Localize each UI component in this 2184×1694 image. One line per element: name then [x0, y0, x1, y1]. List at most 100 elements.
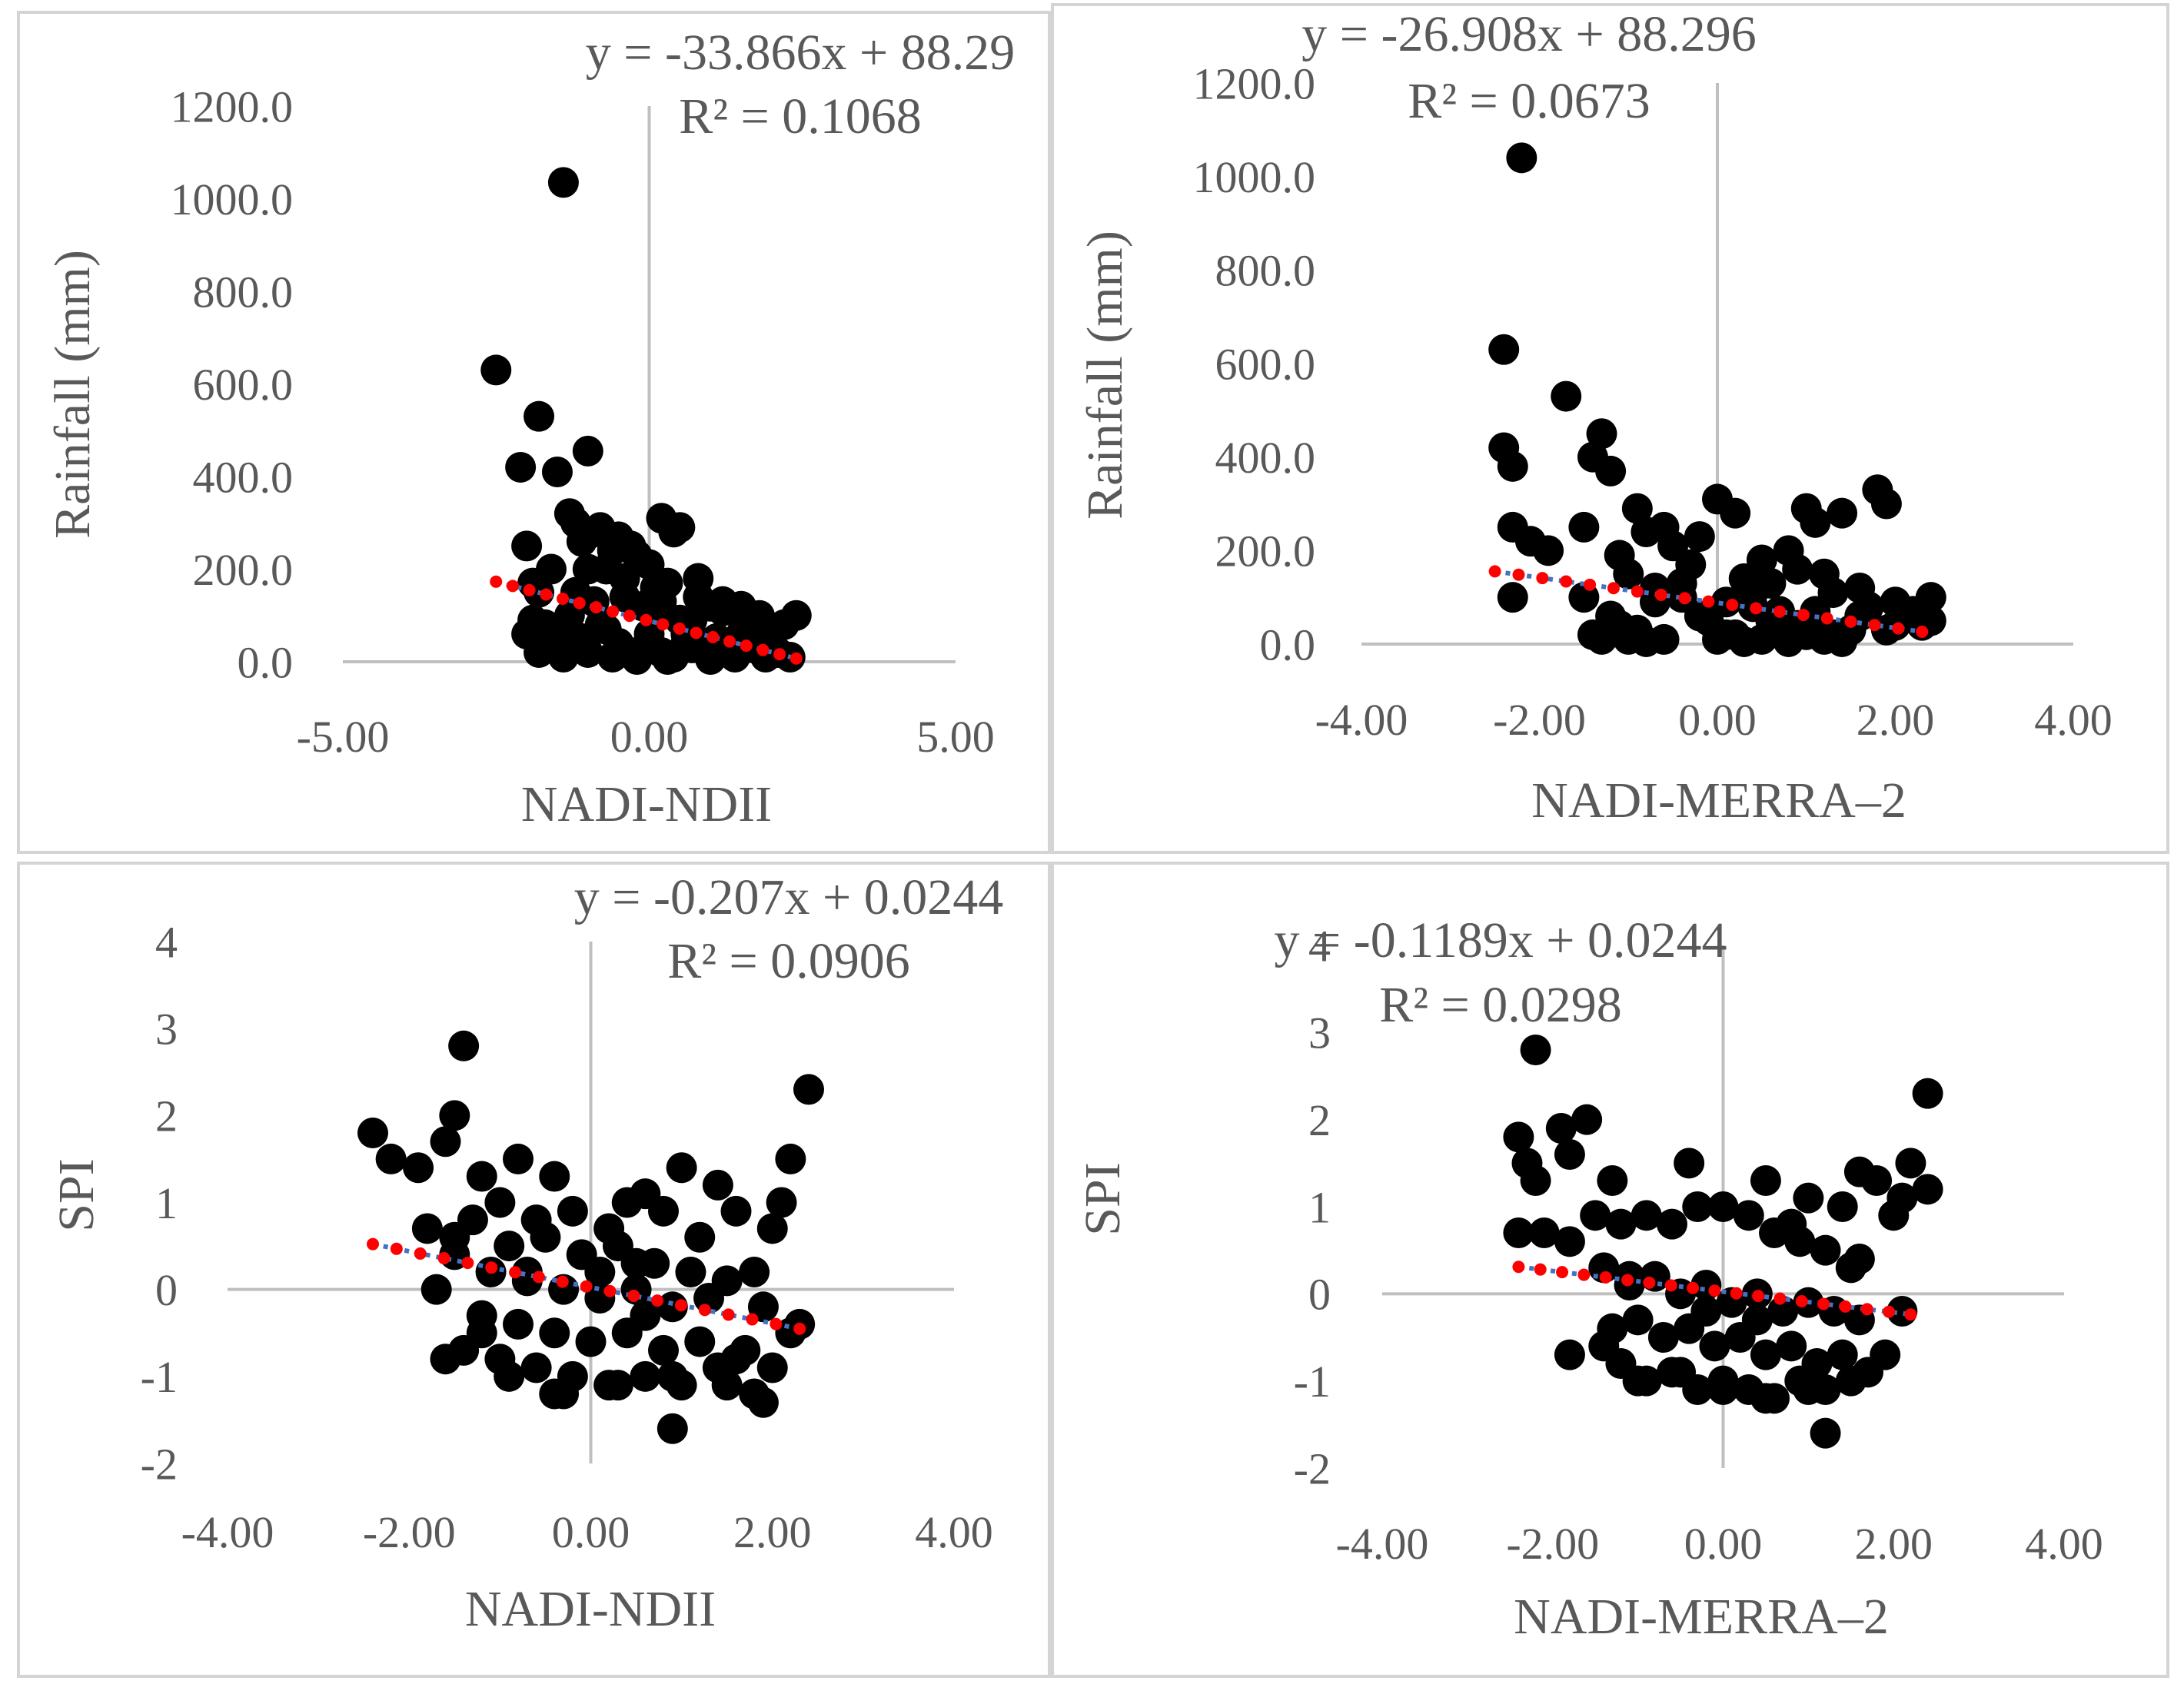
trend-equation: y = -0.207x + 0.0244: [574, 869, 1003, 925]
trendline-marker: [1488, 565, 1501, 578]
data-point: [1533, 535, 1564, 566]
data-point: [1613, 558, 1644, 590]
y-axis-title: SPI: [1075, 1162, 1131, 1235]
trendline-marker: [789, 652, 803, 665]
y-tick-label: 1: [1308, 1182, 1331, 1232]
data-point: [1835, 1365, 1867, 1397]
y-tick-label: 4: [155, 917, 178, 967]
data-point: [1488, 334, 1520, 365]
trendline-marker: [1631, 585, 1644, 598]
trendline-marker: [723, 635, 736, 648]
data-point: [675, 1257, 706, 1288]
r-squared: R² = 0.0298: [1379, 977, 1622, 1033]
data-point: [572, 435, 603, 467]
data-point: [572, 553, 603, 585]
trendline-marker: [556, 1275, 569, 1288]
y-tick-label: 2: [155, 1091, 178, 1141]
data-point: [566, 623, 597, 654]
x-tick-label: 2.00: [1857, 695, 1935, 745]
data-point: [1707, 1374, 1739, 1405]
trendline-marker: [506, 580, 519, 593]
trendline-marker: [1702, 595, 1715, 608]
data-point: [1684, 521, 1715, 553]
trendline-marker: [573, 596, 586, 610]
data-point: [646, 586, 677, 617]
data-point: [1906, 610, 1938, 641]
trendline-marker: [390, 1242, 403, 1255]
y-tick-label: 1: [155, 1178, 178, 1228]
data-point: [1551, 380, 1582, 412]
chart-panel-spi-ndii: -2 -1 0 1 2 3 4 -4.00 -2.00 0.00 2.00 4.00 y = -0.20…: [17, 862, 1051, 1678]
trendline-marker: [414, 1247, 427, 1260]
trendline-marker: [540, 588, 553, 601]
chart-svg: 0.0 200.0 400.0 600.0 800.0 1000.0 1200.0 -4.00…: [1077, 6, 2113, 829]
trendline-marker: [640, 613, 653, 626]
data-point: [1554, 1339, 1585, 1370]
data-point: [1835, 1252, 1867, 1284]
data-point: [1622, 1365, 1654, 1397]
data-point: [756, 1352, 788, 1383]
trendline-marker: [674, 1299, 687, 1312]
data-point: [403, 1152, 434, 1184]
data-point: [1776, 1330, 1807, 1362]
trendline-marker: [580, 1280, 593, 1293]
trendline-marker: [1512, 1261, 1525, 1274]
x-tick-label: 0.00: [610, 712, 689, 762]
trendline-marker: [1577, 1268, 1591, 1281]
data-point: [1631, 517, 1662, 547]
y-tick-label: 1000.0: [171, 174, 294, 224]
data-point: [466, 1161, 497, 1192]
x-tick-label: 0.00: [1678, 695, 1757, 745]
trendline-marker: [1860, 1303, 1873, 1316]
data-point: [375, 1143, 407, 1174]
trendline-marker: [1621, 1274, 1634, 1287]
y-tick-label: 600.0: [193, 360, 294, 410]
trendline-marker: [1708, 1284, 1721, 1297]
data-point: [357, 1117, 388, 1148]
data-point: [575, 1326, 607, 1357]
x-tick-label: -4.00: [181, 1507, 274, 1557]
trendline-marker: [1904, 1308, 1917, 1321]
x-tick-label: 5.00: [916, 712, 995, 762]
trendline-marker: [1560, 575, 1573, 588]
trendline-marker: [1773, 1292, 1787, 1305]
data-point: [524, 400, 555, 432]
x-tick-label: 4.00: [2034, 695, 2113, 745]
data-point: [1520, 1165, 1551, 1196]
data-point: [439, 1100, 470, 1131]
data-point: [1506, 142, 1537, 174]
data-point: [1554, 1226, 1585, 1257]
trendline-marker: [1512, 568, 1525, 581]
data-point: [584, 1257, 616, 1288]
y-tick-label: 200.0: [1215, 526, 1316, 576]
data-point: [1684, 600, 1715, 632]
data-point: [621, 643, 653, 675]
y-tick-label: 2: [1308, 1095, 1331, 1145]
y-axis-title: Rainfall (mm): [45, 250, 101, 539]
y-tick-label: 0.0: [238, 637, 294, 687]
chart-panel-spi-merra2: -2 -1 0 1 2 3 4 -4.00 -2.00 0.00 2.00 4.00 y = -0.11…: [1051, 862, 2169, 1678]
trendline-marker: [1556, 1266, 1569, 1279]
data-point: [1597, 1165, 1628, 1196]
trendline-marker: [1643, 1276, 1656, 1289]
data-point: [466, 1317, 497, 1349]
data-point: [1810, 1417, 1841, 1449]
trendline-marker: [557, 593, 570, 606]
trendline-marker: [1584, 578, 1597, 591]
r-squared: R² = 0.0906: [667, 933, 910, 989]
data-point: [1631, 1200, 1662, 1231]
y-tick-label: 800.0: [1215, 246, 1316, 296]
trendline-marker: [1654, 588, 1667, 601]
data-point: [1720, 497, 1751, 529]
data-point: [1870, 1339, 1901, 1370]
data-point: [702, 1169, 733, 1201]
data-point: [766, 1187, 797, 1218]
y-tick-label: 400.0: [1215, 433, 1316, 483]
y-tick-label: 1000.0: [1193, 152, 1316, 202]
trendline-marker: [1797, 609, 1810, 622]
data-point: [676, 632, 708, 663]
data-point: [707, 595, 739, 626]
data-point: [1528, 1217, 1560, 1248]
data-point: [684, 1221, 716, 1253]
trendline-marker: [1687, 1281, 1700, 1294]
